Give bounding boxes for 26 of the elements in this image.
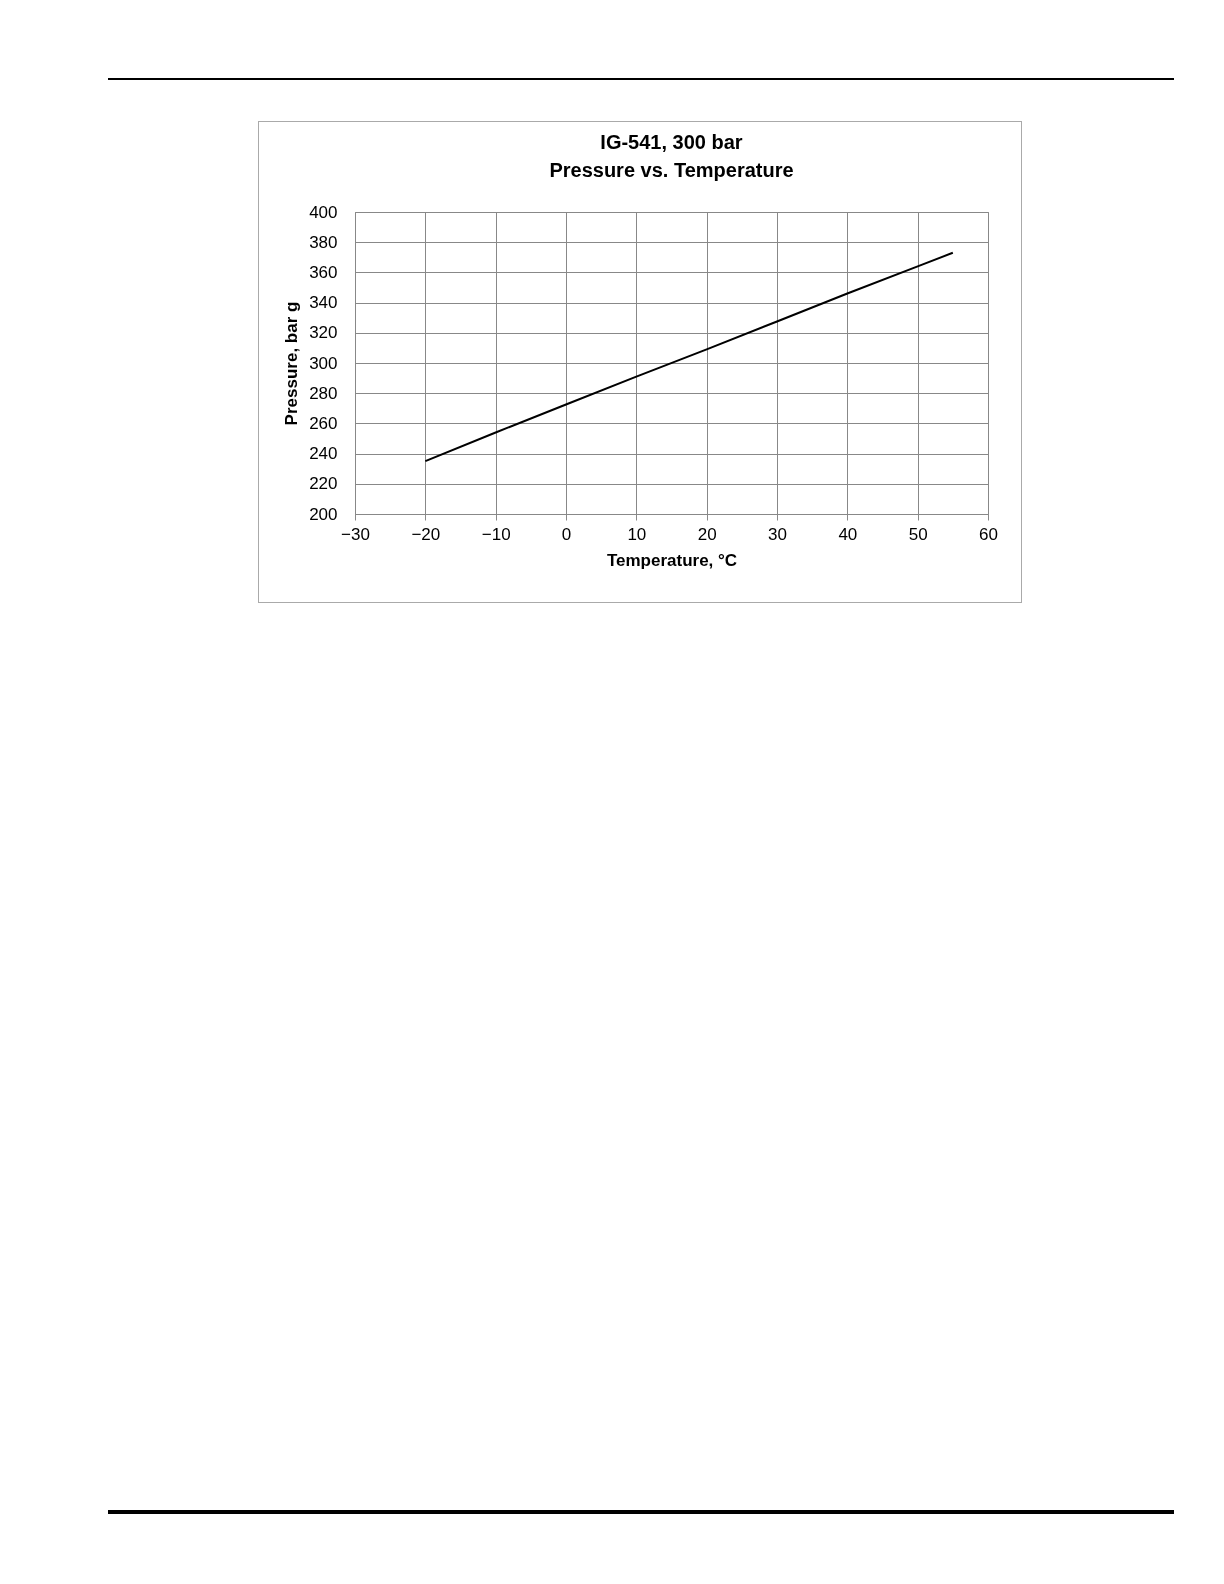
x-tick-label: 60: [979, 524, 998, 544]
x-tick-label: 30: [768, 524, 787, 544]
chart-subtitle: Pressure vs. Temperature: [549, 159, 794, 181]
y-tick-label: 360: [309, 262, 338, 282]
y-tick-label: 320: [309, 323, 338, 343]
line-series: [424, 251, 954, 463]
y-tick-label: 240: [309, 444, 338, 464]
y-tick-label: 200: [309, 504, 338, 524]
x-tick-label: −10: [481, 524, 511, 544]
y-tick-label: 380: [309, 232, 338, 252]
x-tick-label: −30: [341, 524, 370, 544]
y-tick-label: 260: [309, 413, 338, 433]
x-tick-label: 10: [627, 524, 647, 544]
y-axis-title: Pressure, bar g: [282, 301, 302, 426]
y-tick-label: 400: [309, 202, 338, 222]
x-tick-label: 0: [561, 524, 572, 544]
x-tick-label: 20: [697, 524, 717, 544]
chart-title: IG-541, 300 bar: [600, 131, 743, 153]
y-tick-label: 300: [309, 353, 338, 373]
x-tick-label: 40: [838, 524, 858, 544]
y-tick-label: 280: [309, 383, 338, 403]
y-tick-label: 220: [309, 474, 338, 494]
x-tick-label: 50: [908, 524, 928, 544]
x-tick-label: −20: [411, 524, 441, 544]
x-axis-title: Temperature, °C: [606, 550, 738, 570]
y-tick-label: 340: [309, 293, 338, 313]
